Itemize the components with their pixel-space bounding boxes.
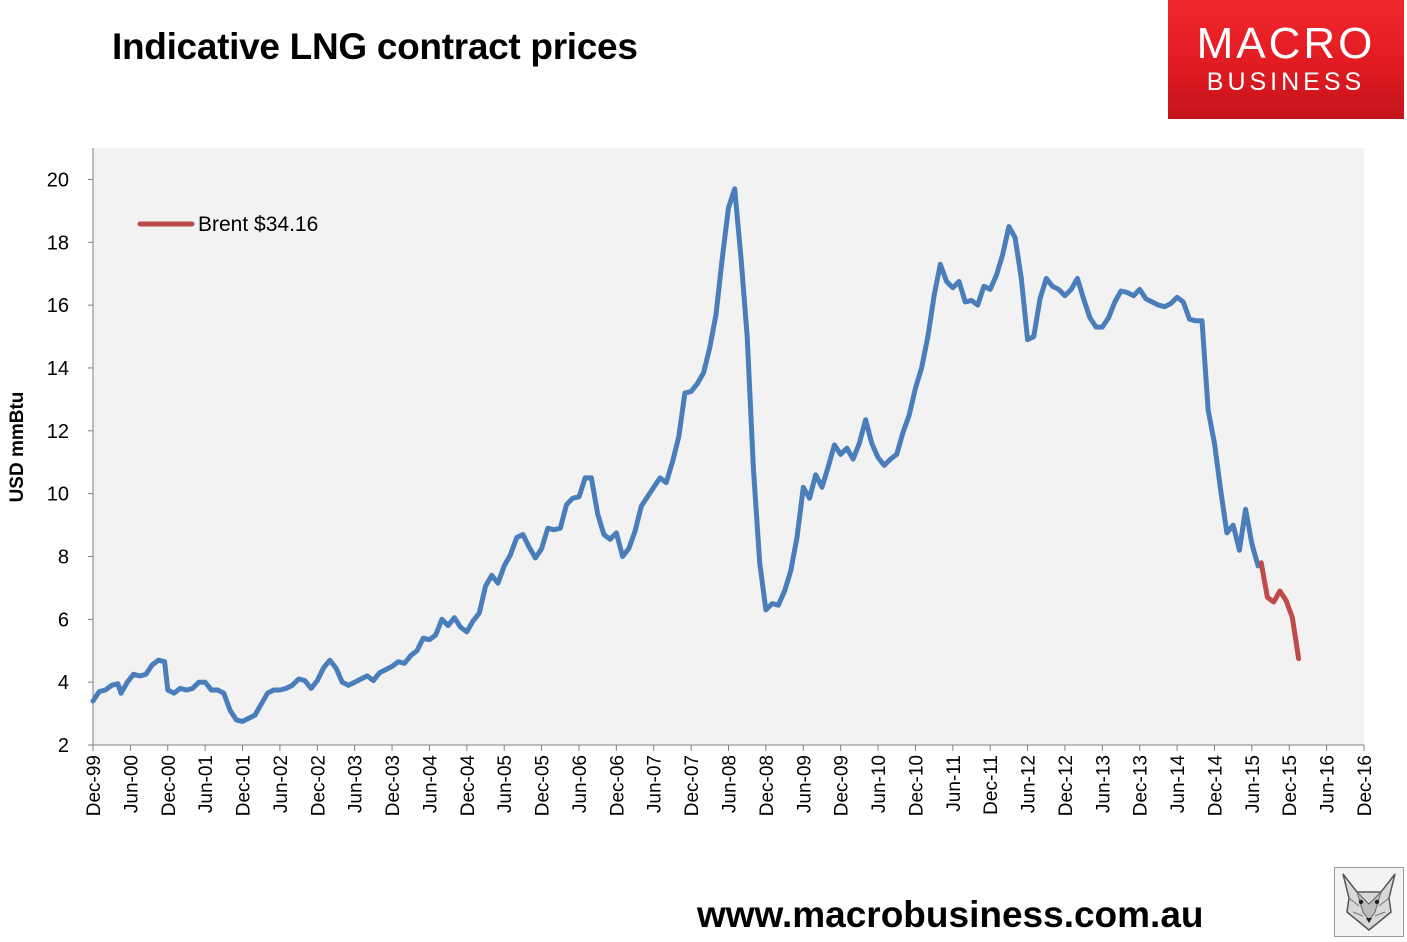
y-tick-label: 8 — [58, 546, 69, 568]
x-tick-label: Dec-11 — [981, 755, 1002, 815]
x-tick-label: Jun-16 — [1318, 755, 1339, 813]
x-tick-label: Jun-06 — [570, 755, 591, 813]
x-tick-label: Jun-07 — [645, 755, 666, 813]
x-tick-label: Dec-03 — [383, 755, 404, 816]
y-tick-label: 10 — [47, 484, 69, 506]
logo-line-macro: MACRO — [1196, 19, 1376, 68]
y-tick-label: 12 — [47, 421, 69, 443]
series-layer — [90, 186, 1302, 724]
x-tick-label: Dec-07 — [682, 755, 703, 816]
x-tick-label: Dec-06 — [607, 755, 628, 816]
macrobusiness-logo: MACRO BUSINESS — [1168, 0, 1404, 119]
x-tick-label: Dec-05 — [533, 755, 554, 816]
plot-area — [93, 148, 1364, 745]
y-tick-label: 20 — [47, 169, 69, 191]
series-line-lng — [90, 186, 1261, 724]
y-tick-label: 2 — [58, 735, 69, 757]
legend: Brent $34.16 — [137, 213, 318, 236]
x-tick-label: Jun-05 — [495, 755, 516, 813]
x-tick-label: Dec-99 — [84, 755, 105, 816]
x-tick-label: Jun-14 — [1168, 755, 1189, 814]
x-tick-label: Dec-15 — [1280, 755, 1301, 816]
x-tick-label: Jun-15 — [1243, 755, 1264, 813]
y-tick-label: 18 — [47, 232, 69, 254]
x-tick-label: Jun-12 — [1019, 755, 1040, 813]
x-tick-label: Dec-13 — [1131, 755, 1152, 816]
chart-title: Indicative LNG contract prices — [112, 26, 638, 67]
legend-label-brent: Brent $34.16 — [198, 213, 318, 236]
x-tick-label: Jun-01 — [196, 755, 217, 813]
x-tick-label: Dec-12 — [1056, 755, 1077, 816]
logo-line-business: BUSINESS — [1206, 68, 1366, 96]
x-tick-label: Jun-10 — [869, 755, 890, 813]
y-tick-label: 14 — [47, 358, 69, 380]
x-tick-label: Jun-04 — [420, 755, 441, 814]
x-axis-ticks: Dec-99 Jun-00 Dec-00 Jun-01 Dec-01 Jun-02 Dec-… — [84, 745, 1376, 816]
x-tick-label: Dec-04 — [458, 755, 479, 817]
x-tick-label: Jun-03 — [346, 755, 367, 813]
fox-icon — [1334, 867, 1404, 937]
y-axis-ticks: 2 4 6 8 10 12 14 16 18 20 — [47, 169, 93, 757]
footer-url: www.macrobusiness.com.au — [697, 894, 1204, 935]
y-tick-label: 4 — [58, 672, 69, 694]
y-tick-label: 6 — [58, 609, 69, 631]
x-tick-label: Jun-02 — [271, 755, 292, 813]
x-tick-label: Jun-00 — [121, 755, 142, 813]
y-tick-label: 16 — [47, 295, 69, 317]
x-tick-label: Dec-09 — [832, 755, 853, 816]
x-tick-label: Dec-16 — [1355, 755, 1376, 816]
x-tick-label: Jun-09 — [794, 755, 815, 813]
x-tick-label: Jun-11 — [944, 755, 965, 812]
x-tick-label: Dec-08 — [757, 755, 778, 816]
x-tick-label: Jun-13 — [1093, 755, 1114, 813]
y-axis-title: USD mmBtu — [7, 392, 28, 503]
series-line-brent — [1258, 560, 1302, 662]
x-tick-label: Dec-10 — [906, 755, 927, 816]
x-tick-label: Dec-02 — [308, 755, 329, 816]
x-tick-label: Dec-14 — [1205, 755, 1226, 817]
x-tick-label: Dec-01 — [234, 755, 255, 816]
x-tick-label: Jun-08 — [720, 755, 741, 813]
x-tick-label: Dec-00 — [159, 755, 180, 816]
